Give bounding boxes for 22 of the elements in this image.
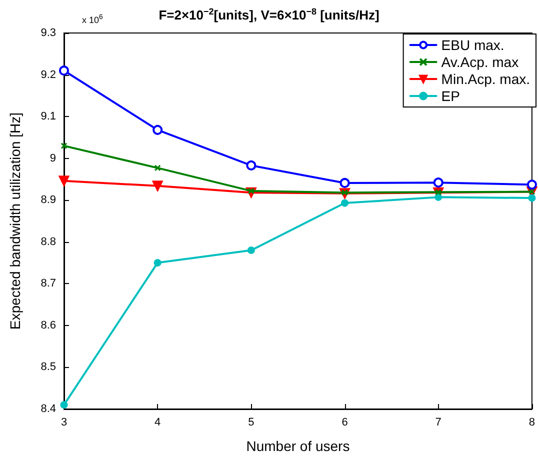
y-tick-label: 9 bbox=[50, 152, 56, 164]
legend-label: Min.Acp. max. bbox=[441, 71, 530, 87]
x-tick-label: 3 bbox=[60, 416, 68, 428]
y-tick-label: 8.5 bbox=[40, 361, 56, 374]
y-tick-label: 8.7 bbox=[40, 278, 56, 290]
y-tick-label: 8.6 bbox=[40, 319, 56, 332]
x-tick-label: 7 bbox=[435, 416, 442, 428]
legend-label: EBU max. bbox=[441, 37, 504, 53]
x-tick-label: 5 bbox=[248, 416, 254, 428]
y-axis-title: Expected bandwidth utilization [Hz] bbox=[7, 112, 23, 330]
y-tick-label: 9.2 bbox=[40, 68, 56, 81]
y-tick-label: 8.9 bbox=[40, 194, 56, 206]
legend-label: EP bbox=[441, 88, 460, 104]
y-tick-label: 9.3 bbox=[40, 27, 56, 39]
x-tick-label: 4 bbox=[154, 416, 161, 428]
legend-label: Av.Acp. max bbox=[441, 54, 519, 70]
x-tick-label: 6 bbox=[342, 416, 348, 428]
x-tick-label: 8 bbox=[528, 416, 536, 428]
y-tick-label: 8.8 bbox=[40, 236, 56, 248]
y-tick-label: 8.4 bbox=[40, 403, 56, 415]
x-axis-title: Number of users bbox=[246, 438, 350, 454]
y-tick-label: 9.1 bbox=[40, 110, 56, 123]
